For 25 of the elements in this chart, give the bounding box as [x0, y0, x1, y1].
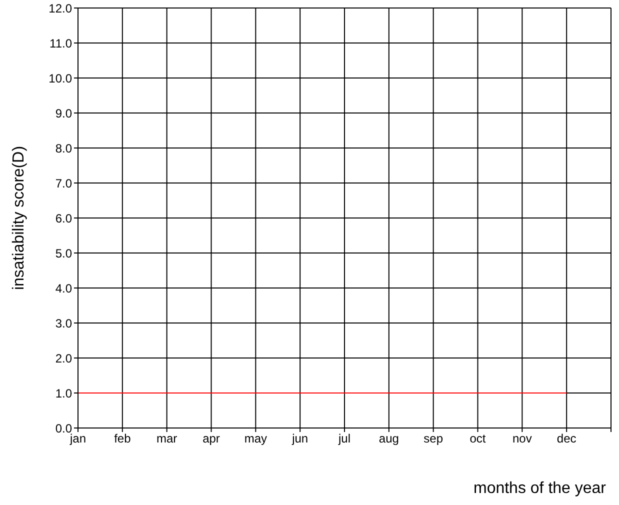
- x-axis-title: months of the year: [473, 480, 607, 497]
- x-tick-label: sep: [424, 432, 444, 446]
- x-tick-label: nov: [512, 432, 532, 446]
- y-tick-label: 3.0: [55, 316, 72, 330]
- y-tick-label: 5.0: [55, 246, 72, 260]
- y-tick-label: 7.0: [55, 176, 72, 190]
- y-tick-label: 12.0: [48, 1, 72, 16]
- y-tick-label: 11.0: [50, 36, 72, 50]
- y-axis-title: insatiability score(D): [10, 146, 28, 290]
- y-tick-label: 9.0: [55, 106, 72, 120]
- y-tick-label: 1.0: [55, 386, 72, 400]
- x-tick-label: jun: [291, 432, 308, 446]
- y-tick-label: 8.0: [55, 141, 72, 156]
- y-tick-label: 10.0: [48, 71, 72, 86]
- x-tick-label: oct: [470, 432, 486, 446]
- x-tick-label: dec: [556, 432, 576, 446]
- y-tick-label: 6.0: [55, 211, 72, 226]
- y-tick-label: 4.0: [55, 281, 72, 296]
- x-tick-label: jul: [337, 432, 351, 446]
- x-tick-label: aug: [378, 432, 399, 446]
- x-tick-label: may: [244, 432, 268, 446]
- x-tick-label: feb: [114, 432, 132, 446]
- x-tick-label: apr: [202, 432, 220, 446]
- x-tick-label: mar: [156, 432, 178, 446]
- y-tick-label: 2.0: [55, 351, 72, 366]
